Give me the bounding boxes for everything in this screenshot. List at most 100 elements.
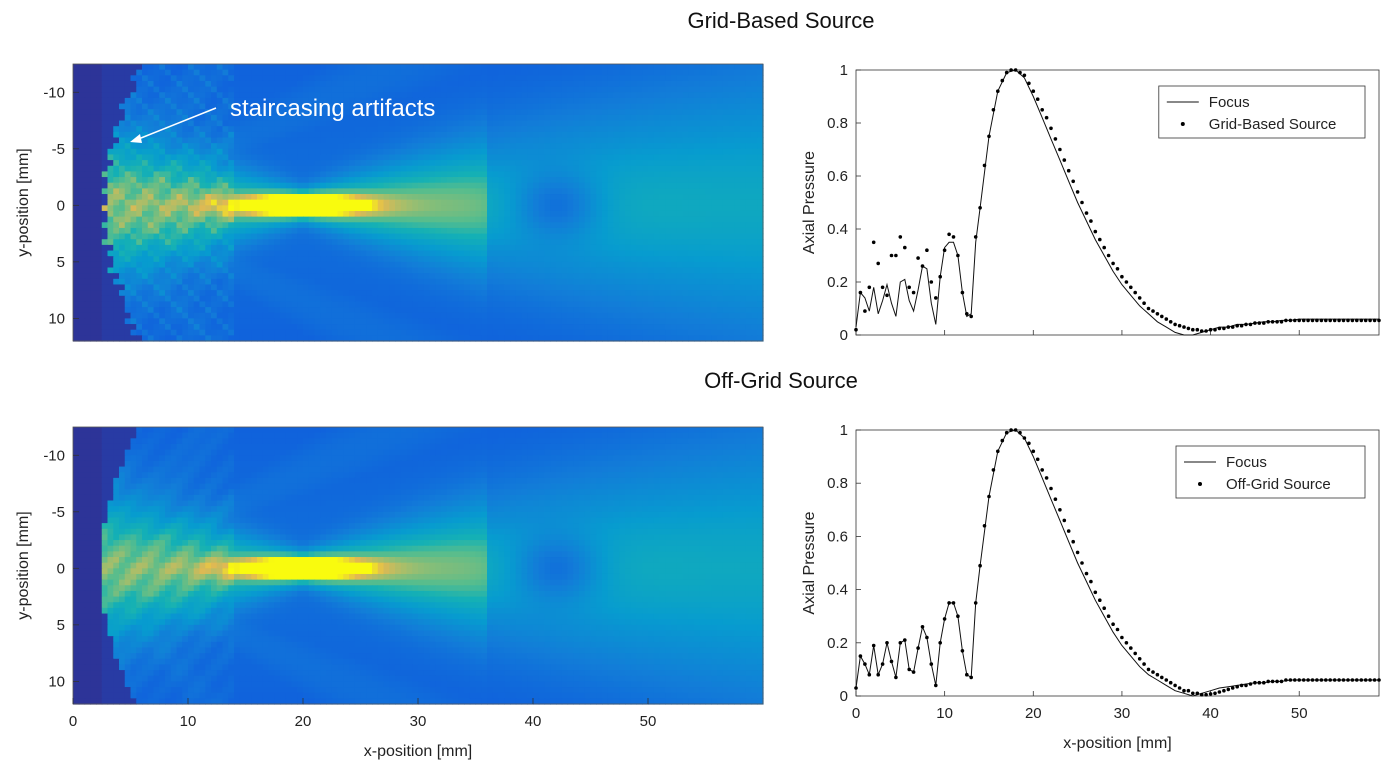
data-point: [1177, 323, 1182, 328]
data-point: [1284, 678, 1288, 682]
data-point: [925, 635, 929, 640]
data-point: [1151, 670, 1155, 674]
data-point: [1066, 529, 1071, 533]
data-point: [1359, 318, 1364, 323]
data-point: [1257, 680, 1262, 685]
data-point: [1204, 692, 1208, 697]
x-tick-label: 30: [410, 713, 427, 730]
data-point: [1040, 468, 1044, 472]
data-point: [1288, 678, 1293, 682]
section-title-offgrid: Off-Grid Source: [704, 368, 858, 393]
data-point: [1253, 321, 1257, 325]
data-point: [1324, 318, 1328, 323]
data-point: [1248, 682, 1253, 686]
y-tick-label: 5: [57, 254, 65, 271]
data-point: [987, 494, 991, 499]
data-point: [898, 235, 903, 239]
legend-label: Off-Grid Source: [1226, 476, 1331, 493]
data-point: [1266, 320, 1270, 324]
data-point: [1315, 318, 1319, 323]
data-point: [1062, 518, 1067, 523]
data-point: [1093, 590, 1098, 595]
x-tick-label: 10: [180, 713, 197, 730]
data-point: [1368, 678, 1372, 682]
data-point: [973, 235, 978, 239]
data-point: [1040, 108, 1044, 112]
y-tick-label: 5: [57, 617, 65, 634]
y-tick-label: 0.8: [827, 115, 848, 132]
data-point: [1217, 690, 1222, 694]
data-point: [1115, 267, 1120, 271]
data-point: [1018, 430, 1022, 435]
x-tick-label: 0: [852, 705, 860, 722]
data-point: [1310, 678, 1315, 682]
data-point: [903, 638, 907, 642]
heatmap-grid-based: -10 -5 0 5 10 y-position [mm] staircasing arti…: [15, 63, 764, 342]
data-point: [1075, 550, 1080, 555]
data-point: [991, 468, 996, 472]
data-point: [1027, 441, 1031, 446]
data-point: [960, 649, 965, 653]
x-tick-label: 0: [69, 713, 77, 730]
data-point: [854, 686, 858, 690]
data-point: [1301, 318, 1306, 323]
data-point: [1071, 539, 1075, 544]
data-point: [1177, 686, 1182, 690]
heatmap-cells: [73, 427, 764, 705]
annotation-staircasing: staircasing artifacts: [230, 95, 435, 122]
data-point: [1226, 687, 1231, 692]
data-point: [1004, 430, 1009, 435]
data-point: [1346, 318, 1350, 323]
data-point: [1341, 678, 1346, 682]
section-title-grid: Grid-Based Source: [687, 8, 875, 33]
data-point: [1226, 325, 1231, 329]
data-point: [1350, 678, 1355, 682]
data-point: [1137, 657, 1142, 661]
data-point: [978, 206, 982, 210]
data-point: [863, 309, 867, 313]
data-point: [1275, 320, 1279, 324]
data-point: [1244, 683, 1248, 688]
data-point: [1168, 680, 1173, 685]
data-point: [938, 641, 942, 645]
data-point: [1230, 325, 1235, 329]
data-point: [1058, 147, 1062, 152]
data-point: [1368, 318, 1372, 323]
y-axis-label: Axial Pressure: [801, 511, 818, 614]
data-point: [1213, 691, 1217, 696]
series-dots: [854, 68, 1381, 333]
data-point: [1208, 692, 1213, 696]
data-point: [996, 449, 1000, 454]
y-tick-label: 1: [840, 422, 848, 439]
data-point: [1332, 678, 1337, 682]
data-point: [973, 601, 978, 605]
y-tick-label: 0: [840, 327, 848, 344]
data-point: [1355, 678, 1359, 682]
data-point: [1009, 68, 1013, 72]
data-point: [1337, 678, 1341, 682]
data-point: [1262, 680, 1266, 685]
data-point: [1293, 678, 1297, 682]
data-point: [1031, 449, 1036, 454]
y-axis-label: y-position [mm]: [15, 148, 32, 256]
annotation-arrow-head: [130, 134, 142, 143]
data-point: [1372, 318, 1377, 323]
data-point: [1372, 678, 1377, 682]
x-tick-label: 10: [936, 705, 953, 722]
data-point: [1319, 318, 1324, 323]
data-point: [978, 563, 982, 568]
data-point: [1266, 679, 1270, 684]
data-point: [1359, 678, 1364, 682]
y-tick-label: 0.2: [827, 274, 848, 291]
data-point: [1142, 301, 1146, 306]
data-point: [1164, 678, 1169, 682]
x-tick-label: 30: [1114, 705, 1131, 722]
data-point: [889, 253, 894, 258]
data-point: [1182, 688, 1186, 693]
y-tick-label: 0.4: [827, 221, 848, 238]
data-point: [1239, 323, 1244, 328]
data-point: [871, 643, 876, 648]
data-point: [1328, 678, 1332, 682]
data-point: [1235, 684, 1239, 689]
